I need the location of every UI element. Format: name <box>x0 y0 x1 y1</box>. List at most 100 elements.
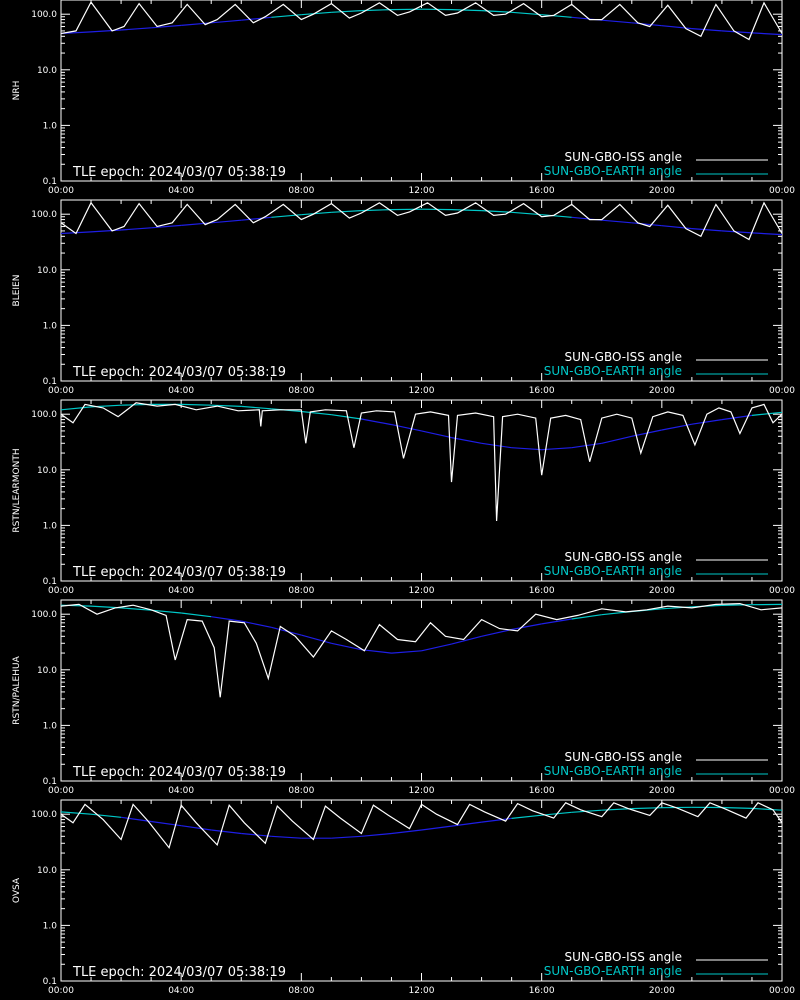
x-tick-label: 20:00 <box>649 986 675 996</box>
earth-angle-segment <box>361 832 392 837</box>
earth-angle-segment <box>421 643 452 652</box>
earth-angle-segment <box>211 829 242 835</box>
earth-angle-segment <box>271 835 302 839</box>
earth-angle-segment <box>211 219 242 224</box>
earth-angle-segment <box>331 10 362 13</box>
earth-angle-segment <box>61 811 92 815</box>
earth-angle-segment <box>481 442 512 449</box>
x-tick-label: 20:00 <box>649 386 675 396</box>
x-tick-label: 04:00 <box>168 586 194 596</box>
legend-earth-label: SUN-GBO-EARTH angle <box>544 564 682 578</box>
y-tick-label: 0.1 <box>43 777 57 787</box>
earth-angle-segment <box>331 210 362 213</box>
tle-epoch-label: TLE epoch: 2024/03/07 05:38:19 <box>72 365 286 380</box>
earth-angle-segment <box>121 816 152 823</box>
earth-angle-segment <box>661 225 692 230</box>
x-tick-label: 04:00 <box>168 986 194 996</box>
iss-angle-series <box>61 602 782 698</box>
tle-epoch-label: TLE epoch: 2024/03/07 05:38:19 <box>72 565 286 580</box>
earth-angle-segment <box>211 19 242 24</box>
earth-angle-segment <box>301 410 332 416</box>
y-tick-label: 10.0 <box>37 266 57 276</box>
earth-angle-segment <box>151 224 182 229</box>
earth-angle-segment <box>421 825 452 831</box>
x-tick-label: 00:00 <box>48 386 74 396</box>
legend-earth-label: SUN-GBO-EARTH angle <box>544 364 682 378</box>
earth-angle-segment <box>511 11 542 16</box>
legend-iss-label: SUN-GBO-ISS angle <box>565 350 682 364</box>
earth-angle-segment <box>211 616 242 622</box>
y-tick-label: 1.0 <box>43 921 58 931</box>
x-tick-label: 12:00 <box>409 586 435 596</box>
x-tick-label: 12:00 <box>409 186 435 196</box>
x-tick-label: 16:00 <box>529 986 555 996</box>
y-axis-label: RSTN/PALEHUA <box>12 655 22 724</box>
earth-angle-segment <box>751 807 782 811</box>
earth-angle-segment <box>151 24 182 29</box>
x-tick-label: 00:00 <box>48 986 74 996</box>
y-tick-label: 100.0 <box>31 610 57 620</box>
earth-angle-segment <box>181 403 212 406</box>
legend-iss-label: SUN-GBO-ISS angle <box>565 150 682 164</box>
y-tick-label: 10.0 <box>37 666 57 676</box>
earth-angle-segment <box>451 821 482 827</box>
earth-angle-segment <box>241 620 272 628</box>
earth-angle-segment <box>661 25 692 30</box>
earth-angle-segment <box>601 219 632 224</box>
tle-epoch-label: TLE epoch: 2024/03/07 05:38:19 <box>72 765 286 780</box>
y-tick-label: 10.0 <box>37 66 57 76</box>
earth-angle-segment <box>61 406 92 411</box>
legend-earth-label: SUN-GBO-EARTH angle <box>544 964 682 978</box>
earth-angle-segment <box>331 414 362 420</box>
iss-angle-series <box>61 402 782 522</box>
x-tick-label: 20:00 <box>649 786 675 796</box>
y-tick-label: 10.0 <box>37 866 57 876</box>
x-tick-label: 16:00 <box>529 186 555 196</box>
earth-angle-segment <box>691 28 722 32</box>
y-tick-label: 1.0 <box>43 521 58 531</box>
earth-angle-segment <box>481 628 512 637</box>
earth-angle-segment <box>751 232 782 236</box>
earth-angle-segment <box>121 27 152 31</box>
earth-angle-segment <box>391 829 422 835</box>
y-tick-label: 0.1 <box>43 177 57 187</box>
panel-rstn-learmonth: 100.0 10.0 1.0 0.1 RSTN/LEARMONTH 00:00 04:00 0… <box>12 399 795 596</box>
earth-angle-segment <box>631 22 662 27</box>
earth-angle-segment <box>721 30 753 34</box>
earth-angle-segment <box>511 447 542 451</box>
earth-angle-segment <box>451 9 482 12</box>
earth-angle-segment <box>601 435 632 444</box>
x-tick-label: 00:00 <box>769 586 795 596</box>
y-tick-label: 10.0 <box>37 466 57 476</box>
earth-angle-segment <box>301 11 332 16</box>
earth-angle-segment <box>421 430 452 439</box>
panel-nrh: 100.0 10.0 1.0 0.1 NRH 00:00 04:00 08:00 12:00 16… <box>12 0 795 196</box>
panel-ovsa: 100.0 10.0 1.0 0.1 OVSA 00:00 04:00 08:00 12:00 1… <box>12 799 795 996</box>
earth-angle-segment <box>121 607 152 611</box>
earth-angle-segment <box>691 228 722 232</box>
earth-angle-segment <box>331 835 362 839</box>
panel-rstn-palehua: 100.0 10.0 1.0 0.1 RSTN/PALEHUA 00:00 04:00 08:… <box>12 599 795 796</box>
x-tick-label: 16:00 <box>529 386 555 396</box>
x-tick-label: 00:00 <box>769 186 795 196</box>
y-tick-label: 0.1 <box>43 977 57 987</box>
earth-angle-segment <box>241 216 272 221</box>
x-tick-label: 16:00 <box>529 786 555 796</box>
y-axis-label: RSTN/LEARMONTH <box>12 448 22 532</box>
earth-angle-segment <box>721 806 753 809</box>
earth-angle-segment <box>451 209 482 212</box>
x-tick-label: 20:00 <box>649 186 675 196</box>
x-tick-label: 00:00 <box>769 386 795 396</box>
earth-angle-segment <box>751 411 782 416</box>
earth-angle-segment <box>301 634 332 644</box>
legend-earth-label: SUN-GBO-EARTH angle <box>544 764 682 778</box>
iss-angle-series <box>61 201 782 241</box>
earth-angle-segment <box>181 22 212 26</box>
x-tick-label: 12:00 <box>409 986 435 996</box>
earth-angle-segment <box>721 230 753 234</box>
y-tick-label: 0.1 <box>43 377 57 387</box>
y-tick-label: 100.0 <box>31 210 57 220</box>
x-tick-label: 04:00 <box>168 386 194 396</box>
earth-angle-segment <box>571 614 602 620</box>
